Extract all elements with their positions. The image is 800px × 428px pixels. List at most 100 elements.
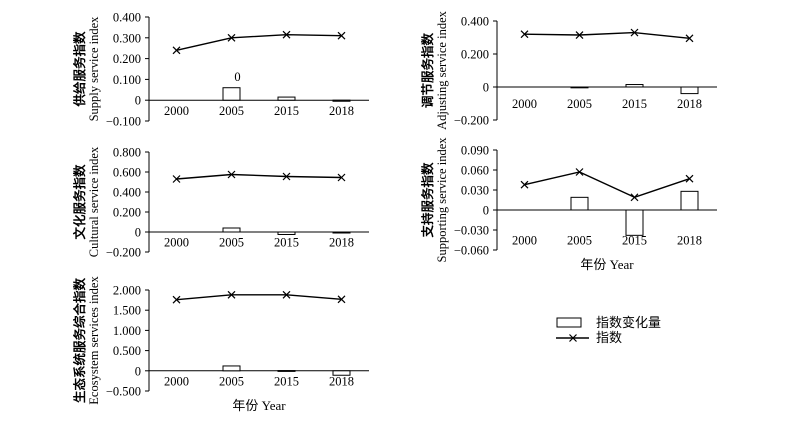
y-tick-label: 0.030 — [461, 184, 489, 198]
y-tick-label: −0.200 — [454, 114, 489, 128]
index-point — [520, 30, 529, 39]
index-point-stroke — [337, 295, 346, 304]
index-line — [524, 31, 690, 39]
index-point — [172, 175, 181, 183]
index-point-stroke — [172, 175, 181, 183]
change-bar — [222, 365, 241, 372]
change-bar — [277, 370, 296, 372]
y-tick-label: 0 — [135, 364, 141, 378]
y-tick-label: 0.090 — [461, 144, 489, 158]
legend: 指数变化量 指数 — [556, 315, 661, 345]
chart-panel-3: 0.800 0.600 0.400 0.200 0 −0.200 2000 2005 2015 2… — [72, 146, 369, 260]
y-axis-title-cn: 调节服务指数 — [420, 33, 435, 109]
legend-bar-swatch — [556, 317, 582, 328]
y-tick-label: 0.300 — [113, 31, 141, 45]
y-tick-label: −0.060 — [454, 244, 489, 258]
category-label: 2015 — [274, 374, 299, 388]
index-point-stroke — [172, 46, 181, 55]
index-line — [176, 33, 342, 51]
index-point — [227, 290, 236, 299]
index-point — [282, 172, 291, 181]
y-axis-title: 文化服务指数Cultural service index — [72, 146, 101, 257]
y-tick-label: 0.060 — [461, 164, 489, 178]
y-axis-title-cn: 生态系统服务综合指数 — [72, 278, 87, 404]
index-point — [172, 295, 181, 304]
y-tick-label: 1.000 — [113, 324, 141, 338]
index-point-stroke — [630, 193, 639, 202]
change-bar — [625, 84, 644, 88]
category-label: 2005 — [219, 374, 244, 388]
index-line — [176, 294, 342, 301]
index-point-stroke — [282, 290, 291, 299]
y-axis-title: 生态系统服务综合指数Ecosystem services index — [72, 276, 101, 405]
y-tick-label: 2.000 — [113, 284, 141, 298]
y-tick-label: −0.030 — [454, 224, 489, 238]
y-tick-label: 0.200 — [113, 52, 141, 66]
index-point-stroke — [337, 173, 346, 182]
index-line — [524, 171, 690, 199]
y-axis-title: 供给服务指数Supply service index — [72, 16, 101, 122]
category-label: 2015 — [274, 236, 299, 250]
index-point-stroke — [172, 295, 181, 304]
y-tick-label: 0 — [483, 81, 489, 95]
index-line — [176, 173, 342, 180]
index-point-stroke — [520, 30, 529, 39]
index-point — [630, 28, 639, 37]
index-point-stroke — [575, 168, 584, 176]
x-axis-title: 年份 Year — [232, 398, 286, 413]
index-point-stroke — [685, 174, 694, 183]
y-axis-title: 调节服务指数Adjusting service index — [420, 10, 449, 129]
category-label: 2005 — [567, 97, 592, 111]
index-point — [337, 295, 346, 304]
category-label: 2018 — [329, 104, 354, 118]
y-axis-title-cn: 支持服务指数 — [420, 162, 435, 239]
y-axis-title-cn: 供给服务指数 — [72, 31, 87, 108]
legend-bar-label: 指数变化量 — [596, 315, 661, 330]
category-label: 2015 — [274, 104, 299, 118]
y-tick-label: 0.400 — [113, 186, 141, 200]
change-bar — [680, 86, 699, 95]
chart-panel-4: 0.090 0.060 0.030 0 −0.030 −0.060 2000 2005 2015… — [420, 137, 717, 272]
index-point — [520, 180, 529, 189]
change-bar — [570, 86, 589, 89]
y-tick-label: 0 — [135, 94, 141, 108]
y-tick-label: −0.500 — [106, 385, 141, 399]
y-tick-label: −0.200 — [106, 246, 141, 260]
change-bar — [222, 227, 241, 233]
y-tick-label: 1.500 — [113, 304, 141, 318]
category-label: 2018 — [677, 234, 702, 248]
legend-line-label: 指数 — [596, 330, 622, 345]
y-tick-label: 0.100 — [113, 73, 141, 87]
category-label: 2018 — [677, 97, 702, 111]
change-bar — [222, 87, 241, 101]
index-point — [685, 34, 694, 43]
y-tick-label: 0.400 — [113, 11, 141, 25]
category-label: 2015 — [622, 97, 647, 111]
category-label: 2005 — [219, 236, 244, 250]
index-point-stroke — [227, 170, 236, 179]
category-label: 2005 — [219, 104, 244, 118]
index-point-stroke — [520, 180, 529, 189]
change-bar — [277, 231, 296, 235]
index-point — [337, 173, 346, 182]
index-point-stroke — [227, 33, 236, 42]
y-axis-title-cn: 文化服务指数 — [72, 164, 87, 240]
index-point-stroke — [282, 30, 291, 39]
change-bar — [332, 99, 351, 102]
change-bar — [625, 209, 644, 236]
index-point — [282, 290, 291, 299]
index-point-stroke — [337, 31, 346, 40]
category-label: 2018 — [329, 236, 354, 250]
index-point — [685, 174, 694, 183]
change-bar — [277, 96, 296, 101]
category-label: 2018 — [329, 374, 354, 388]
y-tick-label: 0.400 — [461, 15, 489, 29]
index-point — [337, 31, 346, 40]
y-tick-label: 0.200 — [113, 206, 141, 220]
category-label: 2015 — [622, 234, 647, 248]
index-point — [575, 168, 584, 176]
y-tick-label: 0.600 — [113, 166, 141, 180]
chart-panel-2: 0.400 0.200 0 −0.200 2000 2005 2015 2018 调节服务指数A… — [420, 10, 717, 130]
